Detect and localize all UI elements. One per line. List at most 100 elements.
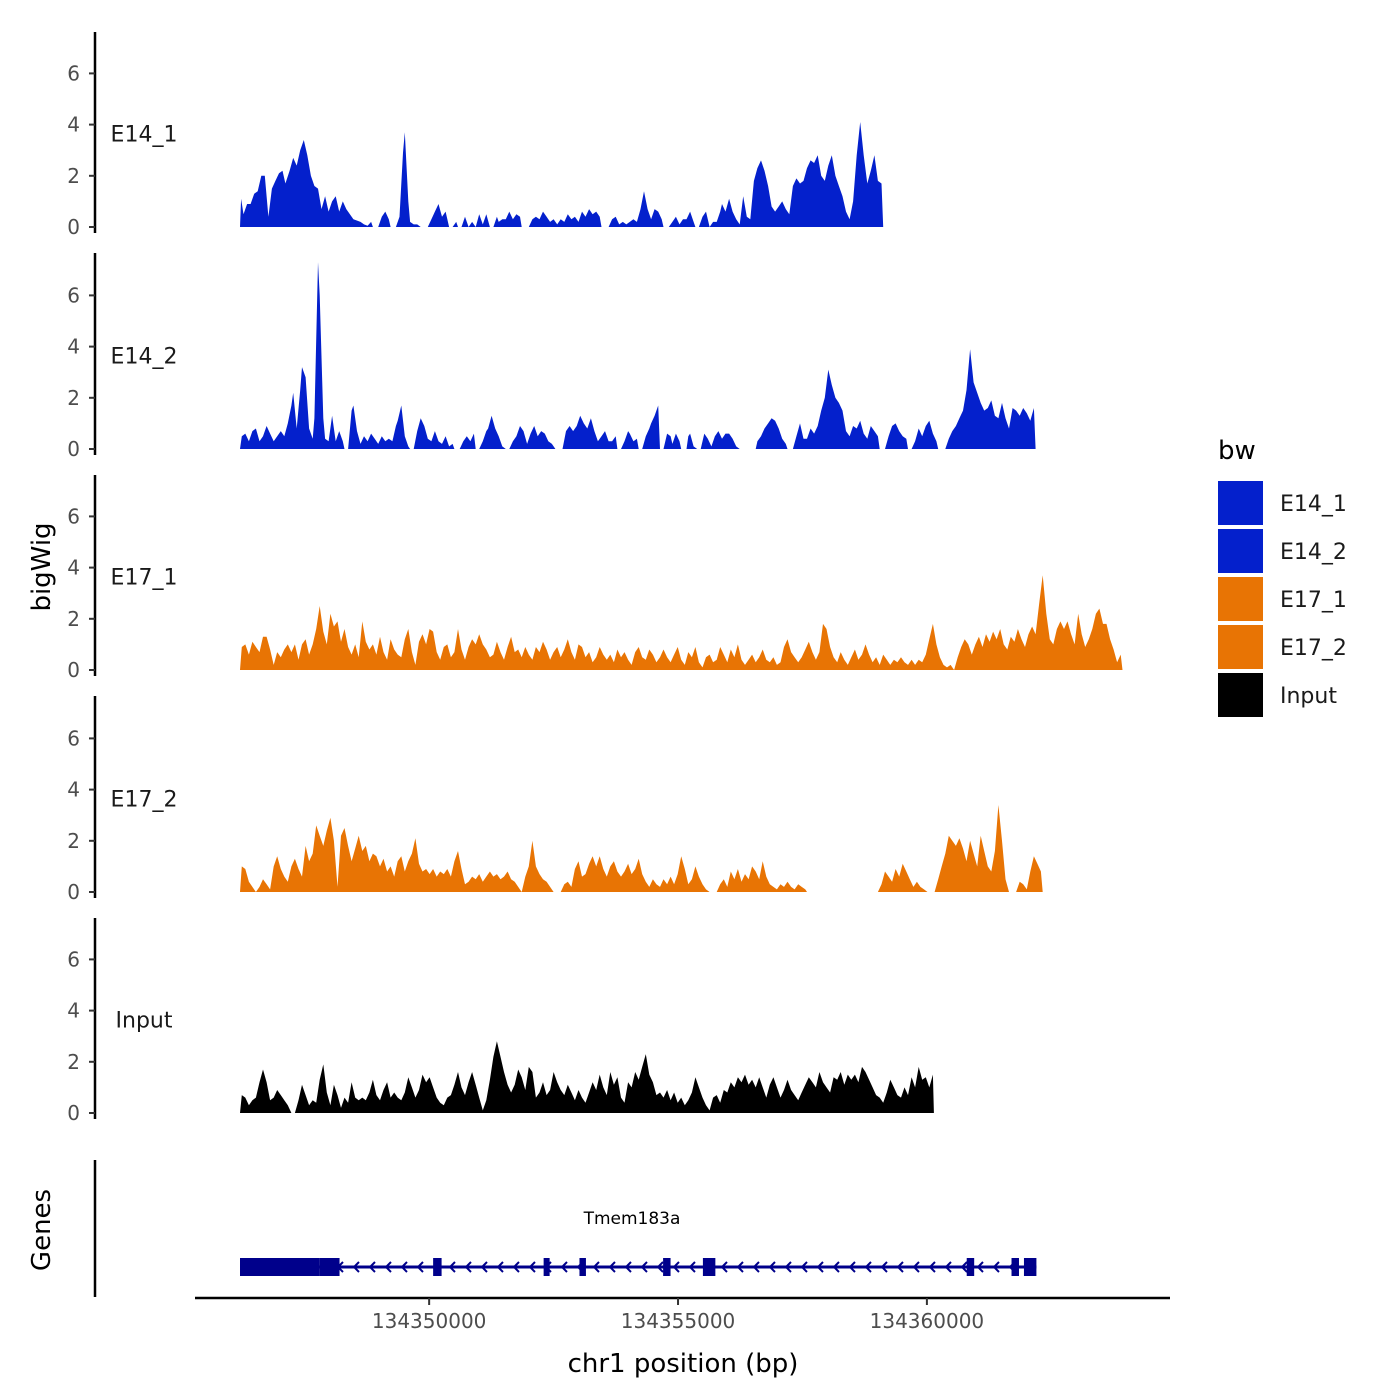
x-tick-label: 134350000 [372, 1309, 487, 1333]
strand-arrow [624, 1261, 632, 1273]
strand-arrow [800, 1261, 808, 1273]
y-tick-label: 2 [67, 607, 80, 631]
y-tick-label: 2 [67, 164, 80, 188]
y-tick-label: 2 [67, 829, 80, 853]
x-tick-label: 134355000 [621, 1309, 736, 1333]
strand-arrow [960, 1261, 968, 1273]
strand-arrow [768, 1261, 776, 1273]
y-tick-label: 0 [67, 437, 80, 461]
strand-arrow [720, 1261, 728, 1273]
gene-exon [1011, 1258, 1019, 1276]
signal-area-e17-1 [240, 575, 1126, 670]
strand-arrow [816, 1261, 824, 1273]
y-tick-label: 6 [67, 947, 80, 971]
gene-exon [966, 1258, 975, 1276]
signal-area-e14-2 [240, 262, 1126, 449]
y-tick-label: 2 [67, 386, 80, 410]
strand-arrow [784, 1261, 792, 1273]
strand-arrow [592, 1261, 600, 1273]
strand-arrow [944, 1261, 952, 1273]
strand-arrow [608, 1261, 616, 1273]
strand-arrow [640, 1261, 648, 1273]
gene-exon [702, 1258, 716, 1276]
legend: bw E14_1 E14_2 E17_1 E17_2 Input [1218, 436, 1347, 717]
legend-swatch [1218, 481, 1263, 525]
gene-exon [240, 1258, 320, 1276]
strand-arrow [672, 1261, 680, 1273]
track-label: E17_2 [111, 788, 178, 813]
track-label: Input [116, 1009, 173, 1034]
strand-arrow [528, 1261, 536, 1273]
y-tick-label: 4 [67, 113, 80, 137]
legend-title: bw [1218, 436, 1256, 466]
strand-arrow [384, 1261, 392, 1273]
track-e17-1: 0 2 4 6 E17_1 [67, 475, 1126, 682]
strand-arrow [416, 1261, 424, 1273]
strand-arrow [496, 1261, 504, 1273]
strand-arrow [464, 1261, 472, 1273]
strand-arrow [368, 1261, 376, 1273]
signal-tracks: 0 2 4 6 E14_1 0 2 4 6 E14_2 0 2 4 6 E17_1 0 2 4 6 E17_2 0 2 4 6… [67, 32, 1126, 1125]
x-tick-label: 134360000 [870, 1309, 985, 1333]
y-tick-label: 4 [67, 556, 80, 580]
strand-arrow [848, 1261, 856, 1273]
strand-arrow [864, 1261, 872, 1273]
legend-label: Input [1280, 684, 1337, 709]
strand-arrow [736, 1261, 744, 1273]
y-tick-label: 6 [67, 283, 80, 307]
x-axis-title: chr1 position (bp) [568, 1349, 799, 1379]
legend-label: E17_2 [1280, 636, 1347, 661]
strand-arrow [480, 1261, 488, 1273]
legend-swatch [1218, 577, 1263, 621]
track-label: E14_2 [111, 345, 178, 370]
y-tick-label: 4 [67, 335, 80, 359]
y-tick-label: 0 [67, 215, 80, 239]
legend-label: E14_2 [1280, 540, 1347, 565]
track-e14-2: 0 2 4 6 E14_2 [67, 253, 1126, 461]
y-tick-label: 4 [67, 778, 80, 802]
strand-arrow [352, 1261, 360, 1273]
strand-arrow [928, 1261, 936, 1273]
y-tick-label: 0 [67, 1101, 80, 1125]
track-label: E17_1 [111, 566, 178, 591]
signal-area-input [240, 1041, 1126, 1113]
y-tick-label: 2 [67, 1050, 80, 1074]
gene-exon [433, 1258, 442, 1276]
y-tick-label: 4 [67, 999, 80, 1023]
strand-arrow [976, 1261, 984, 1273]
strand-arrow [688, 1261, 696, 1273]
signal-area-e17-2 [240, 805, 1126, 892]
y-tick-label: 6 [67, 726, 80, 750]
y-axis-title: bigWig [27, 522, 57, 611]
gene-exon [579, 1258, 586, 1276]
gene-exon [319, 1258, 340, 1276]
strand-arrow [832, 1261, 840, 1273]
track-e17-2: 0 2 4 6 E17_2 [67, 696, 1126, 904]
legend-label: E14_1 [1280, 492, 1347, 517]
strand-arrow [912, 1261, 920, 1273]
signal-area-e14-1 [240, 122, 1126, 227]
y-tick-label: 0 [67, 880, 80, 904]
strand-arrow [448, 1261, 456, 1273]
gene-name-label: Tmem183a [583, 1209, 681, 1229]
y-tick-label: 0 [67, 658, 80, 682]
strand-arrow [992, 1261, 1000, 1273]
gene-track-title: Genes [27, 1189, 57, 1271]
x-axis: 134350000 134355000 134360000 [195, 1296, 1170, 1333]
track-e14-1: 0 2 4 6 E14_1 [67, 32, 1126, 239]
strand-arrow [752, 1261, 760, 1273]
track-input: 0 2 4 6 Input [67, 918, 1126, 1125]
strand-arrow [656, 1261, 664, 1273]
y-tick-label: 6 [67, 61, 80, 85]
legend-swatch [1218, 673, 1263, 717]
y-tick-label: 6 [67, 504, 80, 528]
gene-exon [543, 1258, 550, 1276]
legend-swatch [1218, 625, 1263, 669]
gene-track: Genes Tmem183a [27, 1160, 1037, 1297]
strand-arrow [400, 1261, 408, 1273]
gene-exon [663, 1258, 671, 1276]
strand-arrow [896, 1261, 904, 1273]
strand-arrow [880, 1261, 888, 1273]
